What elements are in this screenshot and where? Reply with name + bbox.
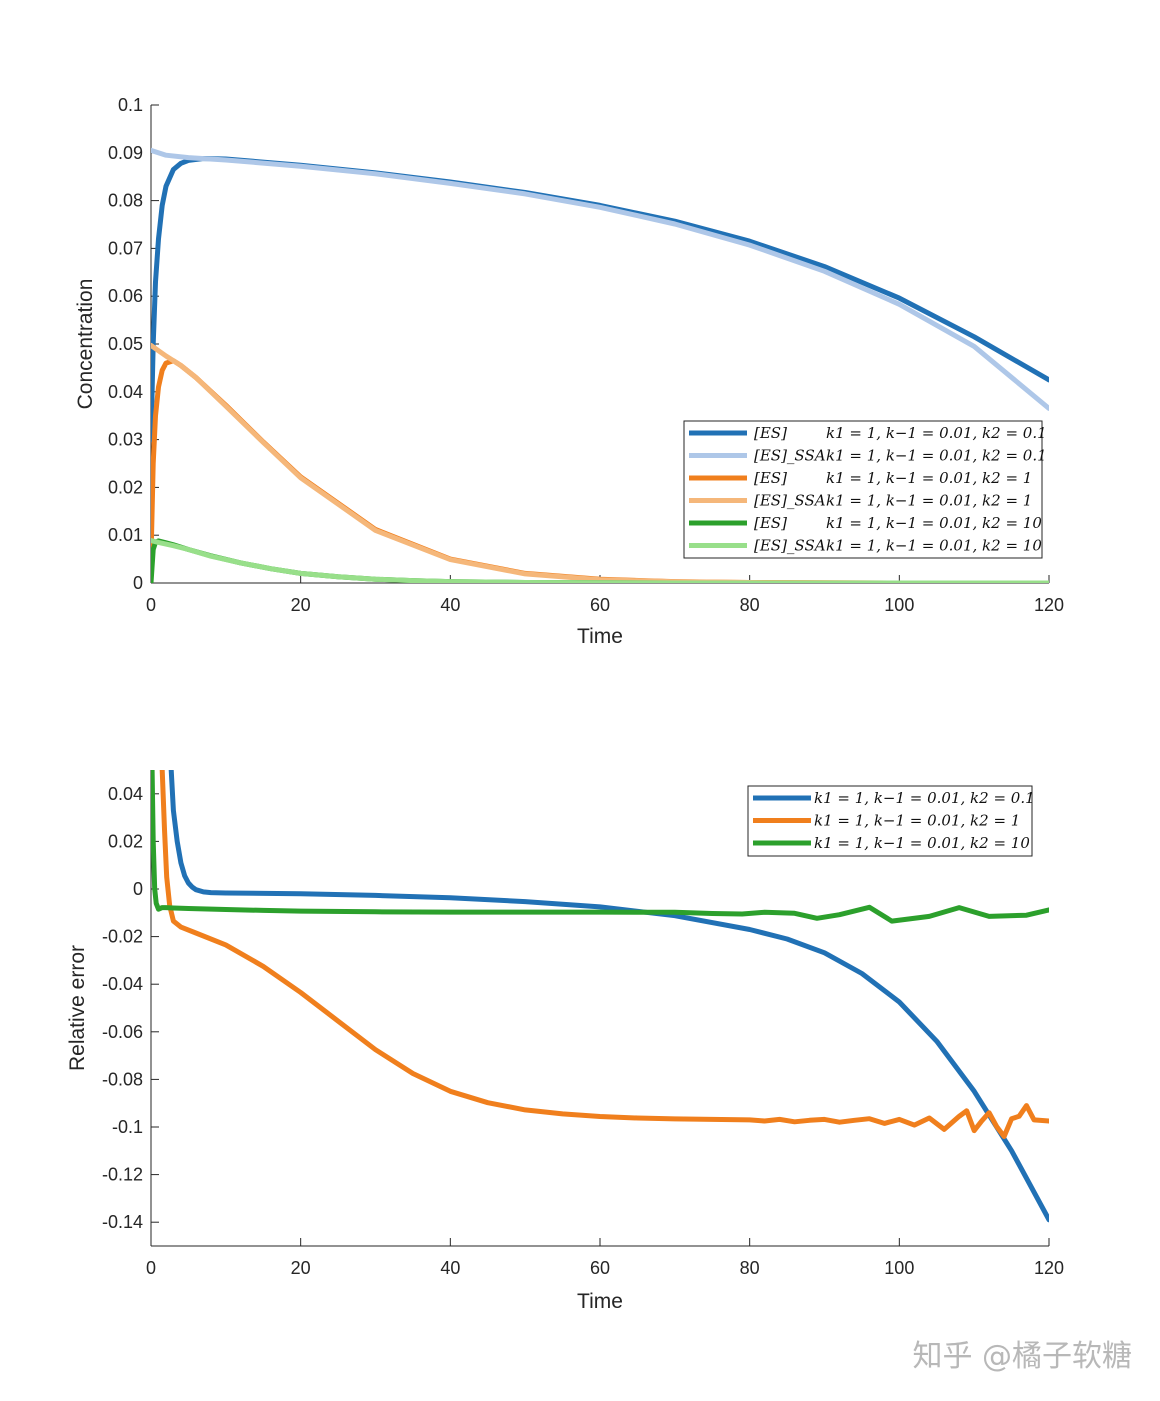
y-tick-label: 0.02 [108,831,143,851]
watermark: 知乎 @橘子软糖 [912,1339,1132,1374]
legend-entry: k1 = 1, k−1 = 0.01, k2 = 1 [814,812,1020,830]
y-axis-label: Relative error [66,945,89,1071]
legend-series-name: [ES] [754,424,787,442]
y-tick-label: 0.06 [108,286,143,306]
y-tick-label: -0.08 [102,1069,143,1089]
concentration-plot: 0 20 40 60 80 100 120 0 0.01 0.02 0.03 0.04 0.05 0.06… [74,95,1064,648]
x-tick-label: 120 [1034,595,1064,615]
y-tick-label: -0.12 [102,1165,143,1185]
legend-box [683,420,1043,559]
y-tick-label: 0.03 [108,430,143,450]
legend-series-name: [ES]_SSA [754,492,826,510]
y-axis-label: Concentration [74,279,97,410]
series-line-6 [151,538,1049,583]
series-line-1 [168,770,1049,1223]
y-tick-label: 0.1 [118,95,143,115]
y-tick-label: 0 [133,879,143,899]
x-tick-label: 80 [740,1258,760,1278]
x-axis-label: Time [577,1290,623,1313]
legend-entry: k1 = 1, k−1 = 0.01, k2 = 0.1 [814,789,1035,807]
legend-entry: [ES] k1 = 1, k−1 = 0.01, k2 = 10 [754,514,1042,532]
legend-series-params: k1 = 1, k−1 = 0.01, k2 = 0.1 [826,424,1047,442]
y-tick-label: -0.06 [102,1022,143,1042]
y-tick-label: 0.04 [108,382,143,402]
series-line-3 [151,770,1049,924]
x-tick-label: 100 [884,595,914,615]
x-tick-label: 0 [146,595,156,615]
x-tick-label: 40 [440,595,460,615]
legend-series-params: k1 = 1, k−1 = 0.01, k2 = 10 [826,514,1042,532]
legend: k1 = 1, k−1 = 0.01, k2 = 0.1 k1 = 1, k−1 … [747,785,1035,857]
y-tick-label: 0.05 [108,334,143,354]
y-tick-label: 0.04 [108,784,143,804]
legend-series-name: [ES]_SSA [754,447,826,465]
x-tick-label: 60 [590,1258,610,1278]
x-tick-label: 80 [740,595,760,615]
legend-series-name: [ES]_SSA [754,537,826,555]
x-tick-label: 60 [590,595,610,615]
y-tick-label: -0.02 [102,927,143,947]
legend-entry: [ES]_SSAk1 = 1, k−1 = 0.01, k2 = 0.1 [754,447,1047,465]
x-tick-label: 40 [440,1258,460,1278]
legend-series-params: k1 = 1, k−1 = 0.01, k2 = 10 [826,537,1042,555]
legend-entry: [ES] k1 = 1, k−1 = 0.01, k2 = 0.1 [754,424,1047,442]
series-line-2 [159,770,1049,1139]
x-tick-label: 20 [291,595,311,615]
x-tick-label: 100 [884,1258,914,1278]
y-tick-label: 0.02 [108,477,143,497]
legend-series-name: [ES] [754,514,787,532]
x-tick-label: 0 [146,1258,156,1278]
legend-series-params: k1 = 1, k−1 = 0.01, k2 = 1 [826,469,1032,487]
y-tick-label: -0.04 [102,974,143,994]
x-tick-label: 120 [1034,1258,1064,1278]
y-tick-label: 0.01 [108,525,143,545]
y-tick-label: -0.14 [102,1212,143,1232]
x-tick-label: 20 [291,1258,311,1278]
series-group [151,147,1049,583]
y-tick-label: 0.07 [108,238,143,258]
legend-series-params: k1 = 1, k−1 = 0.01, k2 = 0.1 [826,447,1047,465]
legend-entry: [ES]_SSAk1 = 1, k−1 = 0.01, k2 = 10 [754,537,1042,555]
y-tick-label: 0.09 [108,143,143,163]
series-group [151,770,1049,1223]
legend-entry: k1 = 1, k−1 = 0.01, k2 = 10 [814,834,1030,852]
legend: [ES] k1 = 1, k−1 = 0.01, k2 = 0.1[ES]_SSA… [683,420,1047,559]
y-tick-label: 0.08 [108,191,143,211]
legend-entry: [ES] k1 = 1, k−1 = 0.01, k2 = 1 [754,469,1032,487]
legend-series-params: k1 = 1, k−1 = 0.01, k2 = 1 [826,492,1032,510]
legend-series-name: [ES] [754,469,787,487]
x-axis-label: Time [577,625,623,648]
y-tick-label: -0.1 [112,1117,143,1137]
series-line-2 [151,147,1049,411]
y-tick-label: 0 [133,573,143,593]
legend-entry: [ES]_SSAk1 = 1, k−1 = 0.01, k2 = 1 [754,492,1032,510]
relative-error-plot: 0 20 40 60 80 100 120 -0.14 -0.12 -0.1 -0.08 -0.06 -… [66,770,1064,1313]
